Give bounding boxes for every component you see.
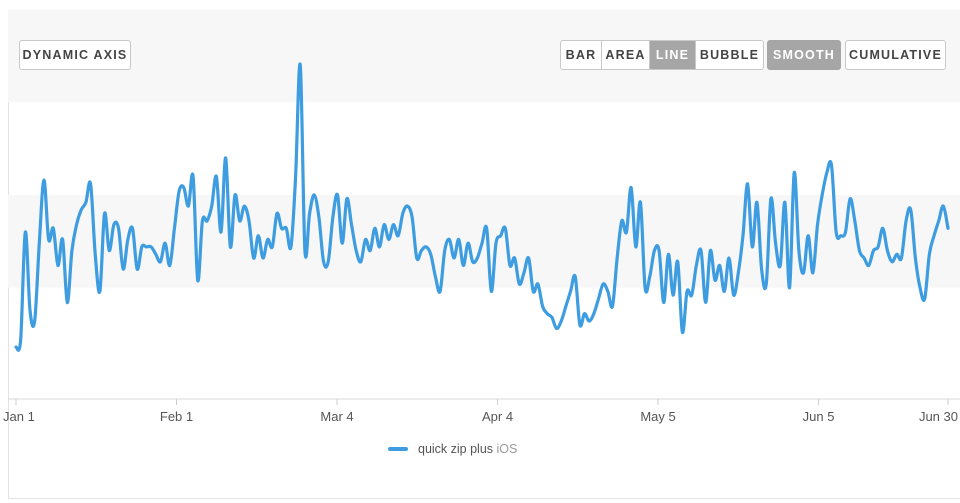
chart-type-area-button[interactable]: AREA [602, 41, 650, 69]
chart-legend[interactable]: quick zip plus iOS [388, 441, 517, 457]
legend-series-platform: iOS [496, 442, 518, 456]
cumulative-toggle-button[interactable]: CUMULATIVE [845, 40, 946, 70]
x-tick-label: Jun 5 [803, 409, 835, 424]
x-tick-label: Apr 4 [482, 409, 513, 424]
x-tick-label: Jun 30 [919, 409, 958, 424]
chart-type-bar-button[interactable]: BAR [561, 41, 602, 69]
x-tick-label: Feb 1 [160, 409, 193, 424]
legend-series-name: quick zip plus [418, 442, 494, 456]
series-line-quick-zip-plus [14, 62, 950, 352]
x-tick-label: Jan 1 [3, 409, 35, 424]
x-axis-ticks: Jan 1 Feb 1 Mar 4 Apr 4 May 5 Jun 5 Jun 30 [3, 399, 958, 424]
chart-type-group: BAR AREA LINE BUBBLE [560, 40, 764, 70]
legend-swatch [388, 447, 408, 451]
chart-type-bubble-button[interactable]: BUBBLE [696, 41, 763, 69]
chart-type-line-button[interactable]: LINE [650, 41, 696, 69]
dynamic-axis-button[interactable]: DYNAMIC AXIS [19, 40, 131, 70]
x-tick-label: May 5 [640, 409, 675, 424]
x-tick-label: Mar 4 [320, 409, 353, 424]
smooth-toggle-button[interactable]: SMOOTH [767, 40, 841, 70]
legend-series-label: quick zip plus iOS [418, 442, 517, 456]
